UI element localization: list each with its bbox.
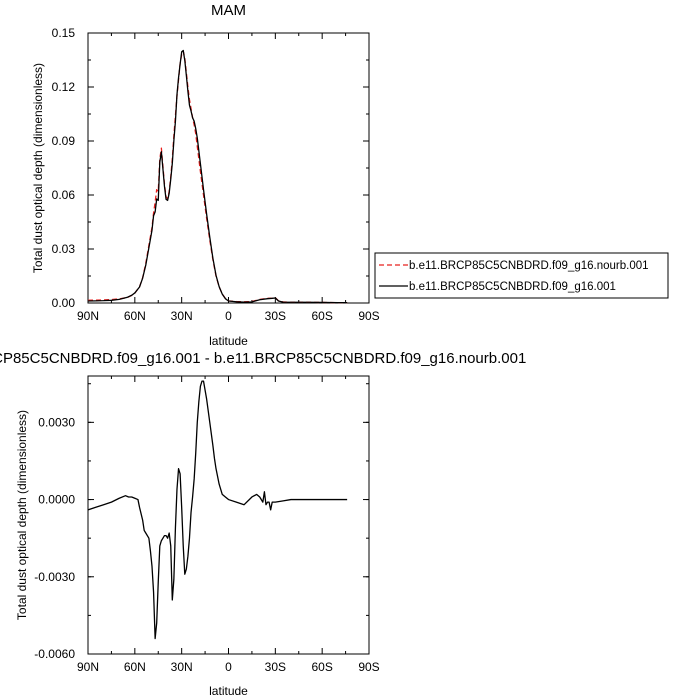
y-tick-label: 0.00 [52, 296, 76, 310]
y-tick-label: 0.09 [52, 134, 76, 148]
x-tick-label: 60S [311, 309, 332, 323]
legend-label: b.e11.BRCP85C5CNBDRD.f09_g16.001 [409, 281, 616, 293]
x-axis-label: latitude [209, 684, 248, 698]
y-tick-label: 0.03 [52, 242, 76, 256]
series-line-1 [87, 50, 348, 304]
y-tick-label: -0.0060 [34, 647, 75, 661]
x-axis-label: latitude [209, 334, 248, 348]
plot-frame [87, 375, 370, 655]
x-tick-label: 30S [265, 309, 286, 323]
series-line-2 [87, 49, 348, 304]
x-tick-label: 60N [124, 660, 146, 674]
legend-box [374, 252, 669, 299]
chart-title: b.e11.BRCP85C5CNBDRD.f09_g16.001 - b.e11… [0, 350, 526, 367]
series-line-1 [87, 380, 348, 640]
y-tick-label: 0.06 [52, 188, 76, 202]
x-tick-label: 60N [124, 309, 146, 323]
y-axis-label: Total dust optical depth (dimensionless) [31, 63, 45, 273]
y-axis-label: Total dust optical depth (dimensionless) [15, 410, 29, 620]
chart-2: 90N 60N 30N 0 30S 60S 90S -0.0060 -0.0030 0.0000 0… [0, 350, 526, 698]
x-tick-label: 30N [171, 309, 193, 323]
x-tick-label: 90S [358, 660, 379, 674]
chart-title: MAM [211, 2, 246, 19]
y-tick-label: 0.12 [52, 80, 76, 94]
x-tick-label: 0 [225, 309, 232, 323]
x-tick-label: 90N [77, 660, 99, 674]
chart-1: 90N 60N 30N 0 30S 60S 90S 0.00 0.03 0.06 0.09 0.12 0… [31, 2, 669, 348]
y-tick-label: 0.0030 [38, 415, 75, 429]
y-tick-label: 0.15 [52, 26, 76, 40]
x-tick-label: 0 [225, 660, 232, 674]
y-tick-label: 0.0000 [38, 493, 75, 507]
x-tick-label: 90N [77, 309, 99, 323]
x-tick-label: 90S [358, 309, 379, 323]
x-tick-label: 30S [265, 660, 286, 674]
y-tick-label: -0.0030 [34, 570, 75, 584]
plot-frame [87, 32, 370, 304]
legend: b.e11.BRCP85C5CNBDRD.f09_g16.nourb.001 b.… [374, 252, 669, 299]
x-tick-label: 60S [311, 660, 332, 674]
legend-label: b.e11.BRCP85C5CNBDRD.f09_g16.nourb.001 [409, 260, 649, 272]
x-tick-label: 30N [171, 660, 193, 674]
